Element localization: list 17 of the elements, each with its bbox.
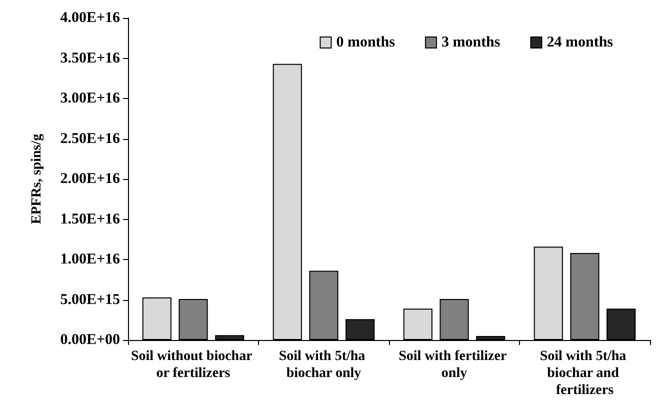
y-tick-label: 5.00E+15: [60, 292, 120, 308]
x-tick-label: Soil without biochar or fertilizers: [130, 349, 256, 381]
y-tick-label: 2.50E+16: [60, 130, 120, 147]
legend-label: 3 months: [441, 34, 500, 50]
x-tick-label: Soil with 5t/ha biochar only: [278, 349, 369, 381]
y-tick-label: 4.00E+16: [60, 10, 120, 26]
y-tick-label: 2.00E+16: [60, 171, 120, 187]
x-tick-label: Soil with fertilizer only: [398, 349, 510, 381]
y-tick-label: 3.00E+16: [60, 90, 120, 106]
legend-label: 0 months: [336, 34, 396, 50]
y-tick-label: 1.50E+16: [60, 211, 120, 228]
x-tick-label: Soil with 5t/ha biochar and fertilizers: [540, 349, 630, 398]
y-tick-label: 3.50E+16: [60, 50, 120, 66]
legend-label: 24 months: [546, 34, 614, 50]
y-tick-label: 1.00E+16: [60, 252, 120, 268]
y-tick-label: 0.00E+00: [60, 332, 120, 348]
y-axis-title: EPFRs, spins/g: [30, 134, 44, 224]
